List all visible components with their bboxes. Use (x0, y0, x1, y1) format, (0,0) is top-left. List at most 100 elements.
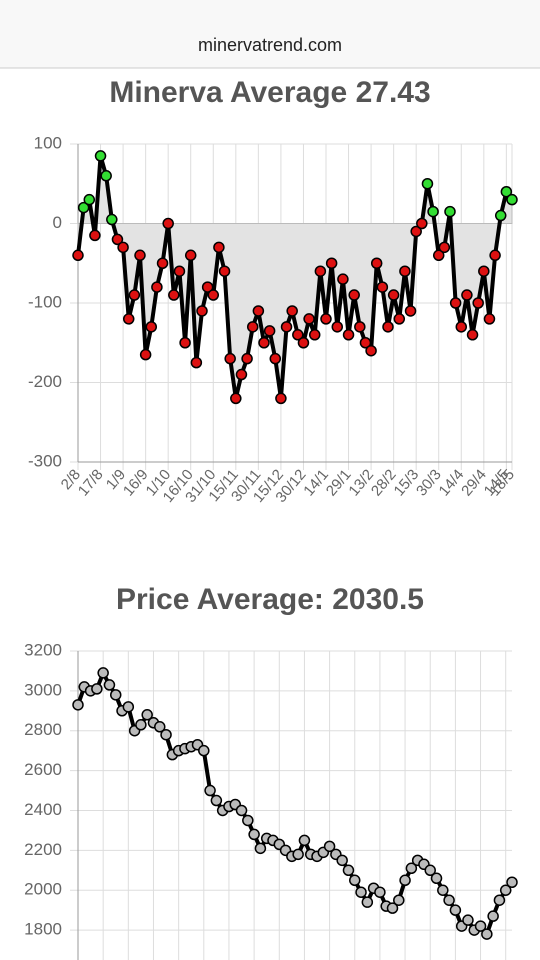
point (254, 842, 267, 855)
point (410, 225, 422, 238)
point (100, 170, 112, 182)
point (506, 193, 518, 206)
point (314, 265, 327, 277)
point (424, 864, 436, 877)
y-tick-label: -300 (28, 451, 62, 470)
point (286, 305, 298, 317)
x-tick-label: 17/8 (75, 466, 107, 499)
point (173, 265, 186, 277)
point (325, 257, 338, 269)
point (198, 744, 210, 757)
point (355, 886, 367, 898)
point (500, 185, 513, 198)
point (404, 305, 417, 317)
point (139, 348, 152, 361)
point (399, 265, 411, 277)
y-tick-label: 2600 (24, 760, 62, 779)
point (135, 719, 147, 731)
point (230, 392, 242, 405)
y-tick-label: 1800 (24, 920, 62, 939)
point (218, 265, 231, 277)
point (331, 321, 344, 333)
point (242, 814, 254, 827)
point (478, 265, 490, 277)
point (184, 249, 197, 262)
point (128, 289, 141, 301)
point (365, 344, 377, 357)
point (297, 337, 310, 349)
url[interactable]: minervatrend.com (198, 35, 342, 55)
point (91, 683, 103, 695)
point (421, 178, 434, 190)
point (83, 193, 96, 206)
point (117, 241, 129, 254)
point (361, 896, 374, 908)
point (466, 329, 479, 341)
chart-title: Price Average: 2030.5 (116, 583, 424, 616)
point (430, 872, 443, 885)
point (342, 329, 355, 341)
point (481, 928, 493, 940)
point (393, 313, 406, 325)
point (349, 874, 361, 887)
point (432, 249, 445, 262)
point (141, 709, 153, 721)
point (308, 329, 321, 341)
point (354, 321, 366, 333)
point (455, 321, 468, 333)
point (427, 205, 439, 218)
point (210, 794, 223, 807)
point (204, 784, 216, 797)
point (246, 321, 259, 333)
point (235, 368, 248, 381)
point (109, 689, 122, 701)
point (489, 249, 501, 262)
point (376, 281, 389, 293)
y-tick-label: 2200 (24, 840, 62, 859)
point (449, 904, 462, 916)
point (292, 329, 304, 341)
y-tick-label: 100 (34, 133, 62, 152)
y-tick-label: -200 (28, 372, 62, 391)
point (122, 313, 135, 325)
point (483, 313, 496, 325)
chart-title: Minerva Average 27.43 (109, 76, 430, 109)
point (298, 834, 311, 847)
point (252, 305, 265, 317)
y-tick-label: 0 (53, 213, 62, 232)
point (248, 828, 260, 841)
point (449, 297, 462, 309)
point (506, 876, 518, 889)
point (122, 701, 135, 713)
point (224, 352, 236, 365)
point (386, 902, 399, 914)
point (201, 281, 214, 293)
point (241, 352, 253, 365)
point (405, 862, 418, 875)
point (97, 667, 109, 679)
point (359, 337, 372, 349)
point (168, 289, 180, 301)
point (444, 205, 456, 218)
point (156, 257, 169, 269)
point (89, 229, 101, 242)
point (151, 281, 163, 293)
point (387, 289, 400, 301)
point (263, 325, 276, 337)
point (134, 249, 146, 262)
point (342, 864, 355, 877)
point (258, 337, 270, 349)
point (472, 297, 484, 309)
point (213, 241, 225, 254)
y-tick-label: 2400 (24, 800, 62, 819)
point (207, 289, 220, 301)
point (461, 289, 473, 301)
point (77, 201, 90, 214)
point (474, 920, 487, 932)
point (348, 289, 360, 301)
point (145, 321, 158, 333)
y-tick-label: 2000 (24, 880, 62, 899)
point (399, 874, 411, 887)
